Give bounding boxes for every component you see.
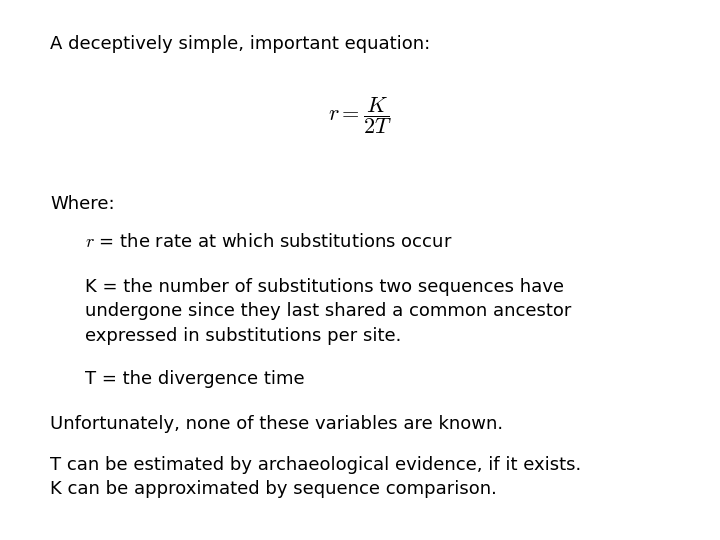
Text: $r$ = the rate at which substitutions occur: $r$ = the rate at which substitutions oc… <box>85 233 452 251</box>
Text: Unfortunately, none of these variables are known.: Unfortunately, none of these variables a… <box>50 415 503 433</box>
Text: T can be estimated by archaeological evidence, if it exists.
K can be approximat: T can be estimated by archaeological evi… <box>50 456 581 498</box>
Text: $r = \dfrac{K}{2T}$: $r = \dfrac{K}{2T}$ <box>328 95 392 136</box>
Text: A deceptively simple, important equation:: A deceptively simple, important equation… <box>50 35 431 53</box>
Text: Where:: Where: <box>50 195 114 213</box>
Text: K = the number of substitutions two sequences have
undergone since they last sha: K = the number of substitutions two sequ… <box>85 278 572 345</box>
Text: T = the divergence time: T = the divergence time <box>85 370 305 388</box>
